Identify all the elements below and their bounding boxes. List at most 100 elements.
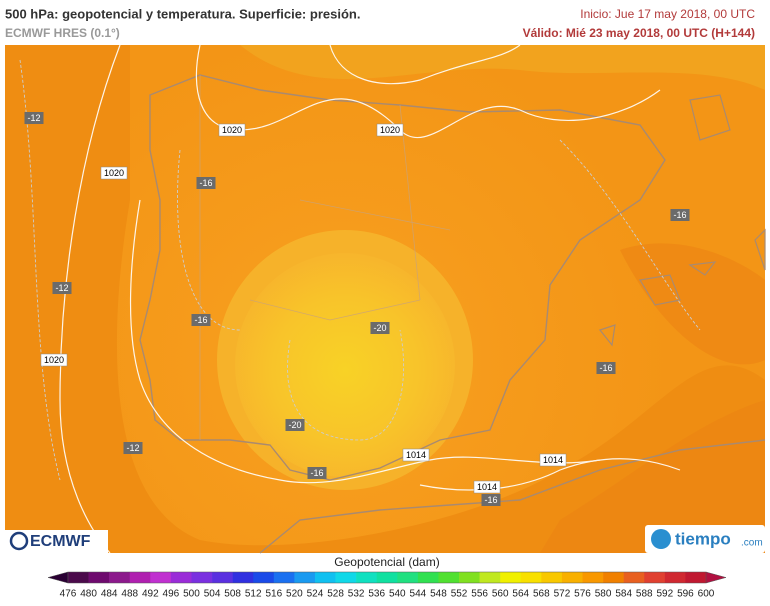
colorbar-segment (88, 572, 110, 583)
label-box (481, 494, 501, 506)
label-box (596, 362, 616, 374)
colorbar-tick-label: 504 (204, 589, 221, 600)
colorbar-segment (582, 572, 604, 583)
map: -12 1020 -16 1020 1020 -12 -16 -20 1020 -16 -16 -12… (5, 44, 766, 554)
temperature-label: -12 (123, 442, 143, 454)
label-text: -16 (484, 495, 497, 505)
temperature-label: -16 (596, 362, 616, 374)
colorbar-frame (67, 571, 707, 584)
logo-domain: .com (741, 538, 763, 549)
colorbar-segment (253, 572, 275, 583)
label-text: -16 (599, 363, 612, 373)
colorbar-segment (376, 572, 398, 583)
label-text: -16 (194, 315, 207, 325)
colorbar-tick-label: 580 (595, 589, 612, 600)
label-text: 1014 (543, 455, 563, 465)
label-text: -12 (126, 443, 139, 453)
label-text: -20 (288, 420, 301, 430)
colorbar-tick-label: 480 (80, 589, 97, 600)
pressure-label: 1014 (473, 480, 501, 494)
label-text: -16 (310, 468, 323, 478)
colorbar-tick-label: 484 (101, 589, 118, 600)
colorbar-segment (232, 572, 254, 583)
colorbar-tick-label: 476 (60, 589, 77, 600)
colorbar-segment (438, 572, 460, 583)
field-core (235, 253, 455, 477)
label-box (307, 467, 327, 479)
colorbar-segment (294, 572, 316, 583)
colorbar-segment (459, 572, 480, 583)
label-box (539, 453, 567, 467)
colorbar-tick-label: 492 (142, 589, 159, 600)
colorbar-tick-label: 564 (512, 589, 529, 600)
colorbar-tick-label: 576 (574, 589, 591, 600)
colorbar-segment (397, 572, 419, 583)
temperature-label: -20 (370, 322, 390, 334)
label-text: 1020 (44, 355, 64, 365)
label-box (196, 177, 216, 189)
colorbar-segment (561, 572, 583, 583)
borders (199, 75, 451, 440)
temperature-label: -16 (670, 209, 690, 221)
colorbar-segment (314, 572, 336, 583)
logo-icon (9, 531, 29, 551)
label-box (52, 282, 72, 294)
colorbar-tick-label: 596 (677, 589, 694, 600)
colorbar-segment (109, 572, 131, 583)
label-text: 1020 (380, 125, 400, 135)
colorbar-segment (664, 572, 686, 583)
coastline-islands (689, 94, 766, 271)
colorbar-segment (273, 572, 295, 583)
ecmwf-logo: ECMWF (5, 530, 108, 553)
pressure-label: 1020 (100, 166, 128, 180)
model: ECMWF HRES (0.1°) (5, 26, 120, 40)
colorbar-tick-label: 532 (348, 589, 365, 600)
label-box (285, 419, 305, 431)
colorbar-tick-label: 592 (656, 589, 673, 600)
colorbar: Geopotencial (dam) 476 480 484 488 492 496 500… (47, 555, 727, 600)
colorbar-tick-label: 560 (492, 589, 509, 600)
temperature-label: -16 (191, 314, 211, 326)
label-box (402, 448, 430, 462)
colorbar-tick-label: 544 (410, 589, 427, 600)
temperature-label: -16 (307, 467, 327, 479)
colorbar-segment (623, 572, 645, 583)
label-box (191, 314, 211, 326)
colorbar-tick-label: 496 (163, 589, 180, 600)
temperature-label: -16 (481, 494, 501, 506)
pressure-label: 1020 (218, 123, 246, 137)
colorbar-tick-label: 572 (554, 589, 571, 600)
colorbar-tick-label: 536 (368, 589, 385, 600)
label-text: -16 (673, 210, 686, 220)
colorbar-tick-label: 556 (471, 589, 488, 600)
field-south (540, 400, 765, 553)
label-box (473, 480, 501, 494)
label-text: -20 (373, 323, 386, 333)
colorbar-tick-label: 516 (265, 589, 282, 600)
field-east (620, 243, 765, 365)
colorbar-segment (500, 572, 522, 583)
logo-box (5, 530, 108, 553)
temperature-label: -12 (52, 282, 72, 294)
colorbar-tick-label: 568 (533, 589, 550, 600)
init-time: Inicio: Jue 17 may 2018, 00 UTC (580, 7, 755, 21)
colorbar-tick-label: 488 (121, 589, 138, 600)
tiempo-logo: tiempo .com (645, 525, 765, 553)
colorbar-tick-label: 520 (286, 589, 303, 600)
label-box (376, 123, 404, 137)
colorbar-tick-label: 512 (245, 589, 262, 600)
colorbar-tick-label: 548 (430, 589, 447, 600)
colorbar-segment (520, 572, 542, 583)
colorbar-segment (644, 572, 666, 583)
colorbar-tick-label: 528 (327, 589, 344, 600)
valid-time: Válido: Mié 23 may 2018, 00 UTC (H+144) (523, 26, 755, 40)
pressure-label: 1020 (376, 123, 404, 137)
colorbar-title: Geopotencial (dam) (334, 555, 439, 569)
colorbar-segment (335, 572, 357, 583)
colorbar-tick-label: 588 (636, 589, 653, 600)
label-text: -16 (199, 178, 212, 188)
colorbar-tick-label: 600 (698, 589, 715, 600)
label-box (100, 166, 128, 180)
colorbar-segment (541, 572, 563, 583)
